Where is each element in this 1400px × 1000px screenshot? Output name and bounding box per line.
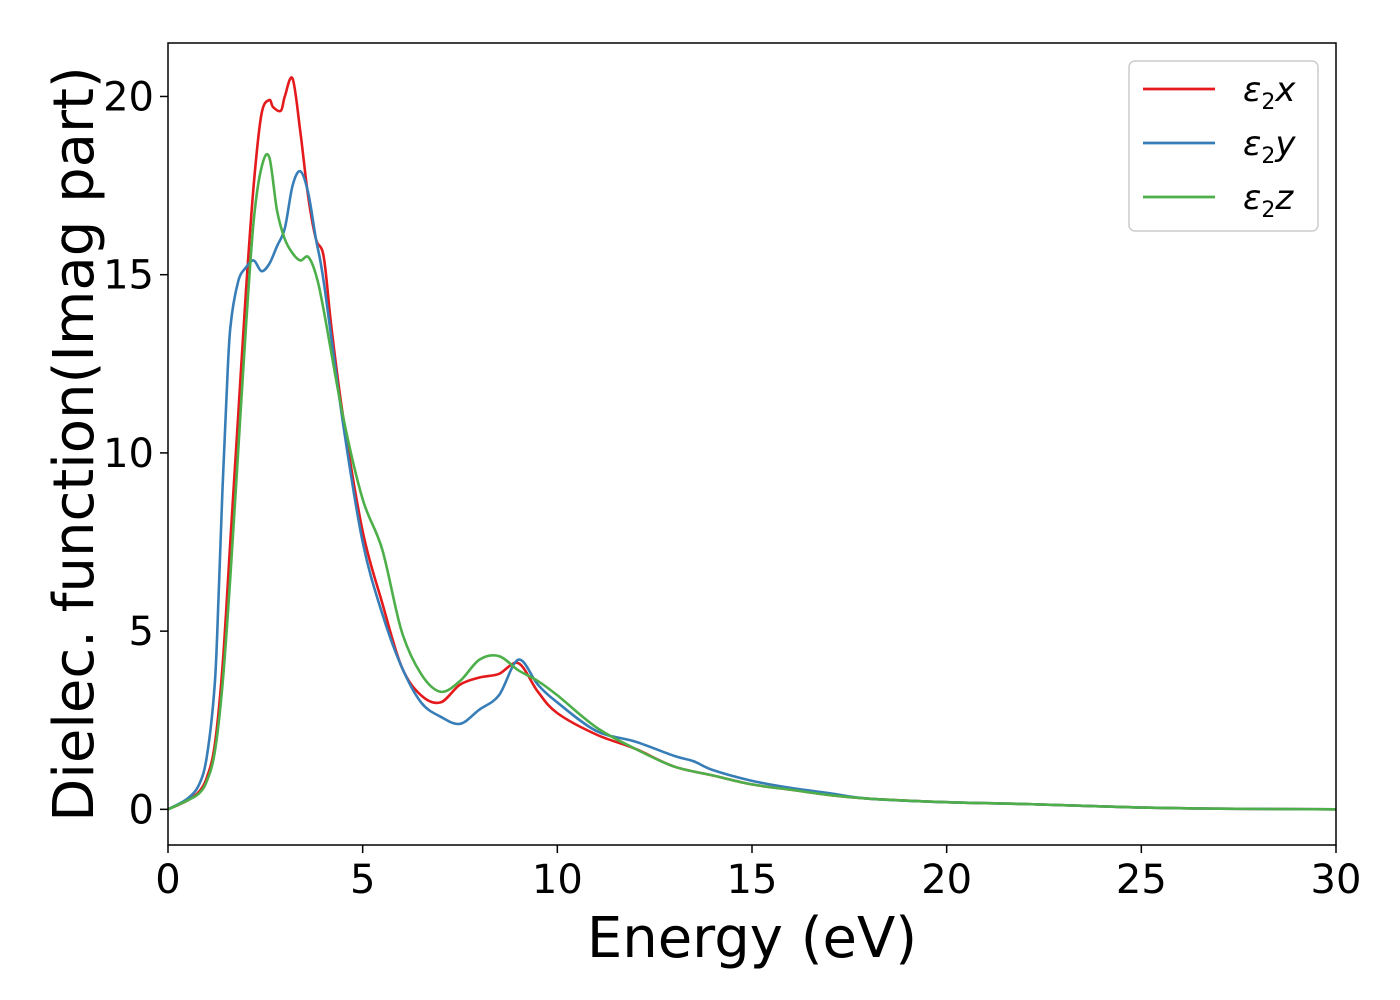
y-tick-label: 10 <box>103 431 154 477</box>
legend-entry: ε2y <box>1243 124 1296 169</box>
y-tick-label: 20 <box>103 74 154 120</box>
y-axis: 0 5 10 15 20 <box>103 74 168 833</box>
legend-box <box>1128 60 1319 232</box>
legend-entry: ε2x <box>1243 70 1296 115</box>
x-tick-label: 25 <box>1116 857 1167 903</box>
x-tick-label: 0 <box>155 857 180 903</box>
legend-entry: ε2z <box>1243 178 1294 223</box>
y-axis-label: Dielec. function(Imag part) <box>42 66 107 822</box>
series-lines <box>167 76 1337 811</box>
x-tick-label: 15 <box>727 857 778 903</box>
x-tick-label: 30 <box>1311 857 1362 903</box>
series-line-y <box>167 169 1337 811</box>
x-tick-label: 10 <box>532 857 583 903</box>
y-tick-label: 5 <box>129 609 154 655</box>
y-tick-label: 15 <box>103 253 154 299</box>
y-tick-label: 0 <box>129 787 154 833</box>
x-axis: 0 5 10 15 20 25 30 <box>155 845 1361 903</box>
series-line-z <box>167 152 1337 811</box>
x-tick-label: 20 <box>921 857 972 903</box>
x-tick-label: 5 <box>350 857 375 903</box>
x-axis-label: Energy (eV) <box>587 906 917 971</box>
legend: ε2x ε2y ε2z <box>1128 60 1319 232</box>
